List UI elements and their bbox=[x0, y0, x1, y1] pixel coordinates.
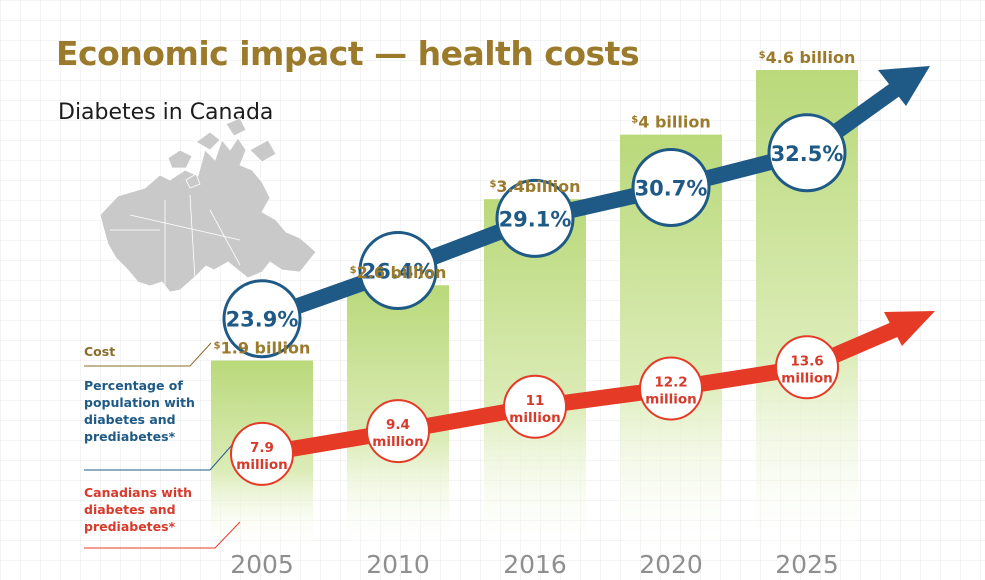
legend-connectors bbox=[84, 342, 241, 549]
canadians-point-2020 bbox=[639, 356, 703, 421]
canadians-label-2010: 9.4 million bbox=[372, 417, 423, 450]
canadians-point-2025 bbox=[775, 335, 839, 400]
percentage-point-2016 bbox=[495, 178, 575, 258]
percentage-label-2020: 30.7% bbox=[635, 176, 708, 200]
percentage-point-2025 bbox=[767, 113, 847, 193]
cost-label-2025: $4.6 billion bbox=[759, 48, 856, 67]
canadians-label-2016: 11 million bbox=[509, 393, 560, 426]
cost-label-2016: $3.4billion bbox=[489, 177, 580, 196]
percentage-label-2016: 29.1% bbox=[499, 207, 572, 231]
percentage-label-2005: 23.9% bbox=[226, 308, 299, 332]
percentage-point-2020 bbox=[631, 147, 711, 227]
year-label-2010: 2010 bbox=[366, 550, 430, 579]
cost-label-2010: $2.6 billion bbox=[350, 263, 447, 282]
percentage-label-2010: 26.4% bbox=[362, 259, 435, 283]
year-label-2020: 2020 bbox=[639, 550, 703, 579]
page-title: Economic impact — health costs bbox=[56, 34, 640, 73]
canadians-label-2020: 12.2 million bbox=[645, 375, 696, 408]
legend-percentage: Percentage of population with diabetes a… bbox=[84, 378, 195, 444]
percentage-label-2025: 32.5% bbox=[771, 142, 844, 166]
canadians-point-2010 bbox=[366, 399, 430, 464]
canadians-point-2005 bbox=[230, 421, 294, 486]
cost-label-2005: $1.9 billion bbox=[214, 339, 311, 358]
red-line-arrow-head bbox=[884, 311, 935, 346]
percentage-point-2005 bbox=[222, 279, 302, 359]
canadians-label-2005: 7.9 million bbox=[236, 440, 287, 473]
cost-label-2020: $4 billion bbox=[631, 113, 710, 132]
year-label-2016: 2016 bbox=[503, 550, 567, 579]
legend-cost: Cost bbox=[84, 344, 116, 359]
canada-map-icon bbox=[99, 117, 317, 293]
year-label-2025: 2025 bbox=[775, 550, 839, 579]
year-label-2005: 2005 bbox=[230, 550, 294, 579]
blue-line-arrow-head bbox=[878, 66, 930, 106]
legend-canadians: Canadians with diabetes and prediabetes* bbox=[84, 485, 193, 534]
percentage-point-2010 bbox=[358, 230, 438, 310]
canadians-label-2025: 13.6 million bbox=[781, 353, 832, 386]
canadians-point-2016 bbox=[503, 374, 567, 439]
